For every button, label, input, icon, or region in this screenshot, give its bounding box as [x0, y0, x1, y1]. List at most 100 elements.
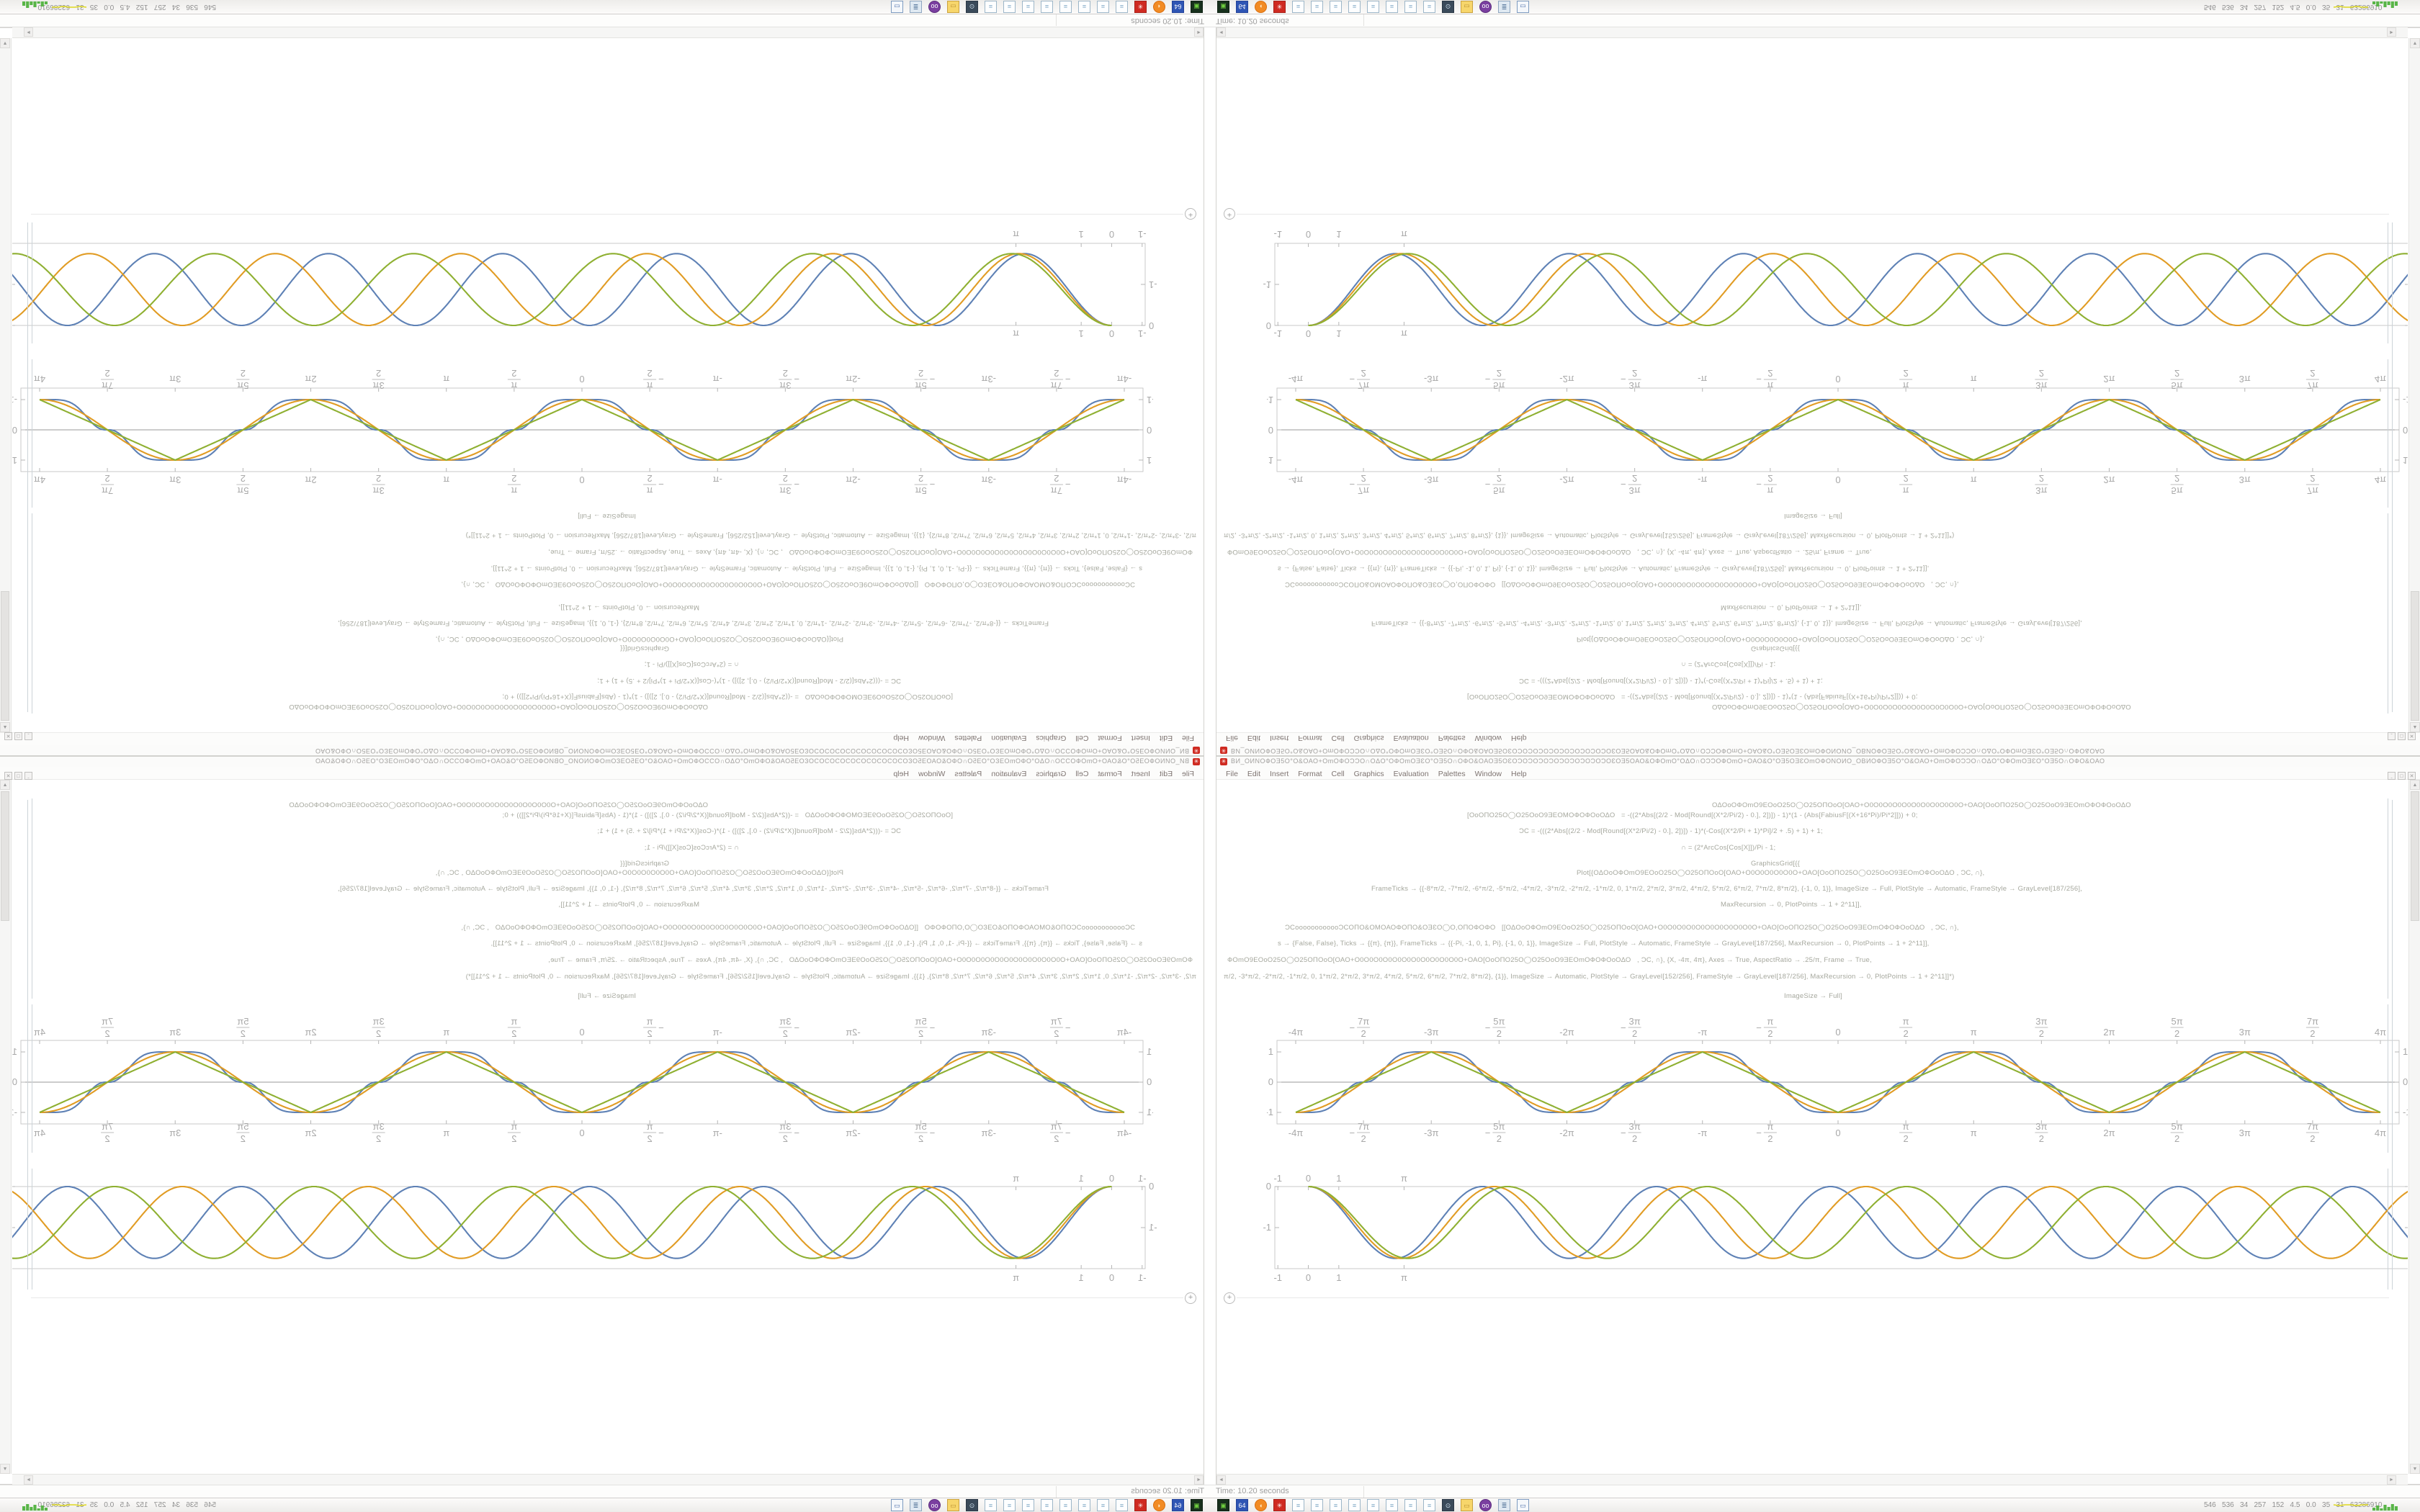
notepad-document-icon[interactable]: ≡ — [985, 1499, 997, 1511]
notepad-document-icon[interactable]: ≡ — [1423, 1, 1435, 13]
code-line[interactable]: ФΟmΟ9ΕΟοΟ25Ο◯Ο25ΟΠΟοΟ[ΟΑΟ+Ο0Ο0Ο0Ο0Ο0Ο0Ο0… — [548, 548, 1193, 556]
code-line[interactable]: ∩ = (2*ArcCos[Cos[X]])/Pi - 1; — [1681, 660, 1776, 668]
horizontal-scrollbar[interactable]: ◄ ► — [1216, 27, 2408, 38]
notepad-document-icon[interactable]: ≡ — [1116, 1, 1128, 13]
restore-button[interactable]: □ — [14, 732, 22, 740]
system-monitor-icon[interactable]: ⊙ — [966, 1, 978, 13]
script-viewer-icon[interactable]: ≣ — [1498, 1499, 1510, 1511]
notepad-document-icon[interactable]: ≡ — [1059, 1499, 1072, 1511]
menu-item-insert[interactable]: Insert — [1270, 734, 1289, 742]
notepad-document-icon[interactable]: ≡ — [1311, 1, 1323, 13]
window-manager-icon[interactable]: ▭ — [1517, 1499, 1529, 1511]
menu-item-insert[interactable]: Insert — [1270, 770, 1289, 778]
code-line[interactable]: ΟΔΟοΟФΟmΟ9ΕΟοΟ25Ο◯Ο25ΟΠΟοΟ[ΟΑΟ+Ο0Ο0Ο0Ο0Ο… — [289, 801, 708, 809]
script-viewer-icon[interactable]: ≣ — [910, 1499, 922, 1511]
mathematica-spikey-icon[interactable]: ✳ — [1134, 1, 1147, 13]
code-line[interactable]: π/2, -3*π/2, -2*π/2, -1*π/2, 0, 1*π/2, 2… — [1224, 531, 1955, 539]
code-line[interactable]: π/2, -3*π/2, -2*π/2, -1*π/2, 0, 1*π/2, 2… — [465, 531, 1197, 539]
restore-button[interactable]: □ — [14, 772, 22, 780]
vertical-scrollbar[interactable]: ▲ ▼ — [2408, 780, 2420, 1474]
owl-app-icon[interactable]: oo — [928, 1499, 941, 1511]
owl-app-icon[interactable]: oo — [1479, 1, 1492, 13]
cell-bracket-outer[interactable] — [27, 222, 28, 712]
scroll-down-icon[interactable]: ▼ — [0, 1464, 10, 1474]
menu-item-graphics[interactable]: Graphics — [1036, 734, 1067, 742]
script-viewer-icon[interactable]: ≣ — [1498, 1, 1510, 13]
scroll-right-icon[interactable]: ► — [2387, 27, 2396, 37]
menu-item-edit[interactable]: Edit — [1247, 770, 1261, 778]
notepad-document-icon[interactable]: ≡ — [1022, 1499, 1034, 1511]
code-line[interactable]: s → {False, False}, Ticks → {{π}, {π}}, … — [1278, 940, 1930, 948]
code-line[interactable]: ФΟmΟ9ΕΟοΟ25Ο◯Ο25ΟΠΟοΟ[ΟΑΟ+Ο0Ο0Ο0Ο0Ο0Ο0Ο0… — [548, 956, 1193, 964]
menu-item-palettes[interactable]: Palettes — [1438, 770, 1466, 778]
restore-button[interactable]: □ — [2398, 732, 2406, 740]
vertical-scrollbar[interactable]: ▲ ▼ — [2408, 38, 2420, 732]
firefox-icon[interactable]: ◖ — [1255, 1499, 1267, 1511]
code-line[interactable]: FrameTicks → {{-8*π/2, -7*π/2, -6*π/2, -… — [338, 619, 1049, 627]
code-line[interactable]: [ΟοΟΠΟ25Ο◯Ο25ΟοΟ9ƎΕΟΜΟФΟФΟοΟΔΟ = -((2*Ab… — [502, 693, 953, 701]
code-line[interactable]: GraphicsGrid[{{ — [620, 860, 669, 868]
code-line[interactable]: ƆCοοοοοοοοοοοƆϹΟΠΟ&ΟΜΟΑΟΦΟΠΟ&ΟƎƐΟ◯Ο,ΟΠΟФ… — [1285, 580, 1959, 588]
folder-icon[interactable]: ▭ — [947, 1, 959, 13]
menu-item-evaluation[interactable]: Evaluation — [991, 734, 1027, 742]
folder-icon[interactable]: ▭ — [1461, 1, 1473, 13]
window-manager-icon[interactable]: ▭ — [891, 1499, 903, 1511]
code-line[interactable]: MaxRecursion → 0, PlotPoints → 1 + 2^11]… — [1721, 901, 1862, 909]
floppy-64-icon[interactable]: 64 — [1236, 1499, 1248, 1511]
code-line[interactable]: MaxRecursion → 0, PlotPoints → 1 + 2^11]… — [558, 901, 699, 909]
notepad-document-icon[interactable]: ≡ — [1386, 1499, 1398, 1511]
menu-item-insert[interactable]: Insert — [1131, 770, 1150, 778]
notepad-document-icon[interactable]: ≡ — [1078, 1499, 1090, 1511]
code-line[interactable]: FrameTicks → {{-8*π/2, -7*π/2, -6*π/2, -… — [1371, 885, 2082, 893]
scroll-down-icon[interactable]: ▼ — [2410, 38, 2420, 48]
window-manager-icon[interactable]: ▭ — [891, 1, 903, 13]
notepad-document-icon[interactable]: ≡ — [1059, 1, 1072, 13]
restore-button[interactable]: □ — [2398, 772, 2406, 780]
mathematica-spikey-icon[interactable]: ✳ — [1273, 1, 1286, 13]
menu-item-evaluation[interactable]: Evaluation — [1393, 734, 1429, 742]
scroll-up-icon[interactable]: ▲ — [0, 722, 10, 732]
firefox-icon[interactable]: ◖ — [1255, 1, 1267, 13]
code-line[interactable]: s → {False, False}, Ticks → {{π}, {π}}, … — [1278, 564, 1930, 572]
notepad-document-icon[interactable]: ≡ — [1330, 1, 1342, 13]
notebook-content[interactable]: ImageSize → Full] π/2, -3*π/2, -2*π/2, -1… — [1216, 780, 2408, 1474]
code-line[interactable]: Plot[{ΟΔΟοΟФΟmΟ9ΕΟοΟ25Ο◯Ο25ΟΠΟοΟ[ΟΑΟ+Ο0Ο… — [435, 869, 843, 877]
window-manager-icon[interactable]: ▭ — [1517, 1, 1529, 13]
menu-item-help[interactable]: Help — [1511, 770, 1527, 778]
vertical-scroll-thumb[interactable] — [2411, 791, 2419, 921]
close-button[interactable]: ✕ — [4, 732, 12, 740]
menu-item-help[interactable]: Help — [893, 734, 909, 742]
menu-item-edit[interactable]: Edit — [1247, 734, 1261, 742]
code-line[interactable]: ƆC = -(((2*Abs[(2/2 - Mod[Round[(X*2/Pi/… — [1519, 677, 1823, 685]
code-line[interactable]: ΟΔΟοΟФΟmΟ9ΕΟοΟ25Ο◯Ο25ΟΠΟοΟ[ΟΑΟ+Ο0Ο0Ο0Ο0Ο… — [1712, 703, 2131, 711]
code-line[interactable]: MaxRecursion → 0, PlotPoints → 1 + 2^11]… — [558, 603, 699, 611]
menu-item-evaluation[interactable]: Evaluation — [1393, 770, 1429, 778]
notepad-document-icon[interactable]: ≡ — [1348, 1499, 1361, 1511]
menu-item-palettes[interactable]: Palettes — [954, 770, 982, 778]
code-line[interactable]: GraphicsGrid[{{ — [1751, 644, 1800, 652]
cell-insert-plus-icon[interactable]: + — [1185, 1292, 1196, 1304]
scroll-down-icon[interactable]: ▼ — [0, 38, 10, 48]
close-button[interactable]: ✕ — [2408, 732, 2416, 740]
notepad-document-icon[interactable]: ≡ — [1348, 1, 1361, 13]
folder-icon[interactable]: ▭ — [1461, 1499, 1473, 1511]
scroll-left-icon[interactable]: ◄ — [1216, 27, 1226, 37]
terminal-app-icon[interactable]: ▣ — [1217, 1499, 1229, 1511]
menu-item-window[interactable]: Window — [918, 770, 946, 778]
system-monitor-icon[interactable]: ⊙ — [1442, 1, 1454, 13]
notebook-content[interactable]: ImageSize → Full] π/2, -3*π/2, -2*π/2, -1… — [1216, 38, 2408, 732]
notebook-content[interactable]: ImageSize → Full] π/2, -3*π/2, -2*π/2, -1… — [12, 38, 1204, 732]
vertical-scroll-thumb[interactable] — [2411, 591, 2419, 721]
notepad-document-icon[interactable]: ≡ — [1404, 1, 1417, 13]
horizontal-scrollbar[interactable]: ◄ ► — [1216, 1474, 2408, 1485]
horizontal-scrollbar[interactable]: ◄ ► — [12, 27, 1204, 38]
menu-item-help[interactable]: Help — [1511, 734, 1527, 742]
code-line[interactable]: [ΟοΟΠΟ25Ο◯Ο25ΟοΟ9ƎΕΟΜΟФΟФΟοΟΔΟ = -((2*Ab… — [502, 811, 953, 819]
code-line[interactable]: ΟΔΟοΟФΟmΟ9ΕΟοΟ25Ο◯Ο25ΟΠΟοΟ[ΟΑΟ+Ο0Ο0Ο0Ο0Ο… — [1712, 801, 2131, 809]
menu-item-format[interactable]: Format — [1298, 770, 1322, 778]
scroll-right-icon[interactable]: ► — [24, 1475, 33, 1485]
menu-item-file[interactable]: File — [1226, 734, 1238, 742]
code-line[interactable]: ФΟmΟ9ΕΟοΟ25Ο◯Ο25ΟΠΟοΟ[ΟΑΟ+Ο0Ο0Ο0Ο0Ο0Ο0Ο0… — [1227, 956, 1872, 964]
code-line[interactable]: MaxRecursion → 0, PlotPoints → 1 + 2^11]… — [1721, 603, 1862, 611]
menu-item-evaluation[interactable]: Evaluation — [991, 770, 1027, 778]
